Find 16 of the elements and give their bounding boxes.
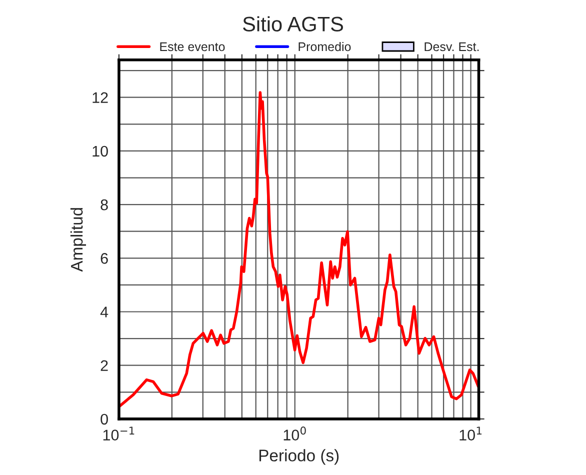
y-tick-label: 10 xyxy=(92,146,108,157)
y-tick-label: 8 xyxy=(100,199,108,210)
y-tick-label: 6 xyxy=(100,253,108,264)
x-tick-label: 10$^{1}$ xyxy=(460,426,482,440)
legend-label: Promedio xyxy=(298,42,351,52)
legend-label: Este evento xyxy=(160,42,225,52)
y-tick-label: 12 xyxy=(92,92,108,103)
legend-label: Desv. Est. xyxy=(424,42,479,52)
y-tick-label: 4 xyxy=(100,306,108,318)
x-tick-label: 10$^{−1}$ xyxy=(103,426,134,440)
y-tick-label: 0 xyxy=(100,414,108,425)
chart-title: Sitio AGTS xyxy=(243,16,343,32)
x-axis-title: Periodo (s) xyxy=(259,449,339,465)
y-axis-title: Amplitud xyxy=(70,208,86,272)
y-tick-label: 2 xyxy=(100,360,108,371)
x-tick-label: 10$^{0}$ xyxy=(284,426,306,440)
